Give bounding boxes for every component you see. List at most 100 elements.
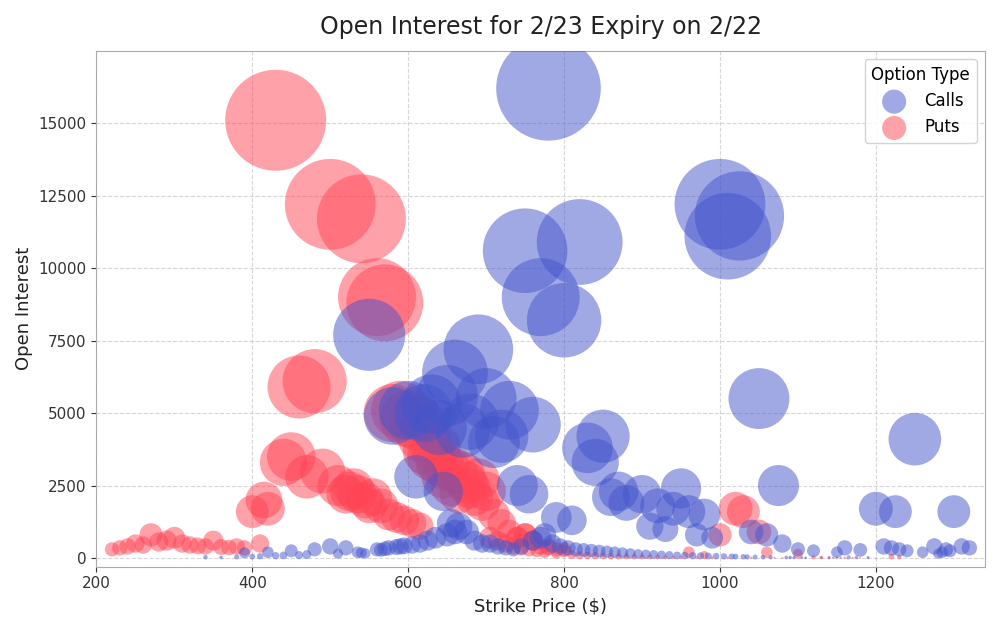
Calls [466,536,482,546]
Calls [369,544,385,554]
Puts [704,553,720,563]
Puts [505,541,521,551]
Puts [556,546,572,556]
Puts [392,405,408,415]
Calls [611,486,627,496]
Puts [408,416,424,427]
Calls [268,551,284,561]
Calls [478,394,494,404]
Calls [685,551,701,561]
Puts [104,544,120,554]
Puts [283,452,299,462]
Puts [665,553,681,563]
Calls [459,527,475,537]
Puts [537,547,553,558]
Calls [474,539,490,549]
Calls [400,405,416,415]
Calls [385,411,401,421]
Calls [837,543,853,553]
Calls [439,530,455,540]
Puts [205,536,221,546]
Puts [478,486,494,496]
Calls [599,547,615,557]
Calls [447,367,463,377]
Puts [474,498,490,508]
Puts [420,445,436,455]
Puts [213,542,229,552]
Calls [926,541,942,551]
Calls [782,553,798,563]
Puts [743,553,759,563]
Calls [412,539,428,549]
Puts [373,501,389,511]
Calls [774,539,790,549]
Calls [731,211,747,221]
Calls [307,544,323,554]
Legend: Calls, Puts: Calls, Puts [865,59,977,143]
Puts [774,553,790,563]
Calls [283,546,299,556]
Calls [505,544,521,554]
Calls [439,391,455,401]
Puts [346,483,362,493]
Puts [720,553,736,563]
Calls [763,553,779,563]
Puts [548,549,564,559]
Calls [907,434,923,444]
Puts [657,553,673,563]
Calls [244,551,260,561]
Calls [728,551,744,561]
Calls [509,481,525,491]
Puts [120,541,136,551]
Calls [934,547,950,558]
Calls [443,518,459,529]
Puts [166,533,182,543]
Calls [806,546,822,556]
Puts [307,376,323,386]
Puts [221,542,237,553]
Calls [213,553,229,563]
Puts [595,551,611,561]
Calls [540,83,556,93]
Calls [634,490,650,500]
Calls [275,551,291,561]
Puts [482,533,498,543]
Puts [381,510,397,520]
Calls [431,423,447,433]
Calls [786,553,802,563]
Calls [654,550,670,560]
Puts [521,544,537,554]
Puts [412,521,428,531]
Calls [404,540,420,550]
Puts [564,549,580,559]
Calls [447,527,463,537]
Calls [381,543,397,553]
Calls [630,549,646,559]
Puts [572,550,588,560]
Puts [876,553,892,563]
Puts [256,495,272,505]
Calls [813,553,829,563]
Puts [252,539,268,549]
Calls [408,472,424,482]
Puts [431,457,447,467]
Calls [887,507,903,517]
Puts [151,537,167,547]
Calls [938,544,954,554]
Puts [525,536,541,546]
Puts [322,199,338,209]
Puts [529,546,545,556]
Puts [443,481,459,491]
Puts [782,553,798,563]
Puts [548,544,564,554]
Puts [260,504,276,514]
Puts [735,507,751,517]
Puts [579,551,595,561]
Puts [891,552,907,562]
Calls [548,512,564,522]
Puts [396,515,412,525]
Puts [338,490,354,500]
Puts [229,541,245,551]
Calls [716,551,732,561]
Calls [794,553,810,563]
